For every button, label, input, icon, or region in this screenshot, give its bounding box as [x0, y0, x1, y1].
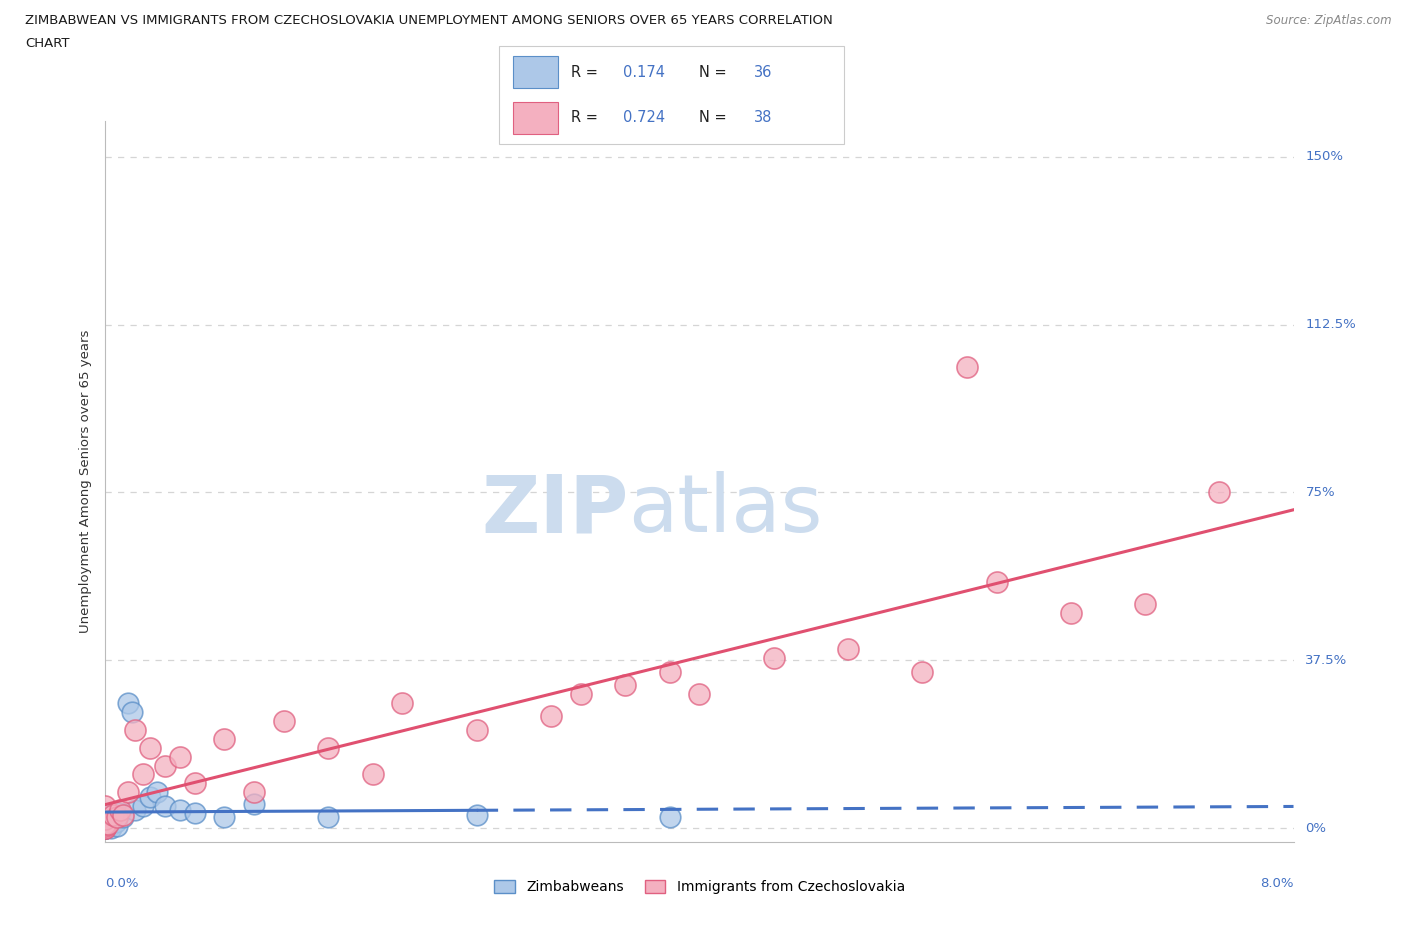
Text: 75%: 75%: [1305, 486, 1336, 499]
Legend: Zimbabweans, Immigrants from Czechoslovakia: Zimbabweans, Immigrants from Czechoslova…: [489, 874, 910, 899]
Point: [658, 664, 681, 679]
Point: [112, 807, 135, 822]
Point: [1060, 606, 1083, 621]
Text: 36: 36: [754, 65, 772, 80]
Point: [98, 818, 121, 833]
Point: [465, 723, 488, 737]
Text: 112.5%: 112.5%: [1305, 318, 1357, 331]
Point: [94, 818, 117, 833]
Point: [316, 810, 339, 825]
Text: ZIP: ZIP: [481, 472, 628, 549]
Point: [100, 821, 122, 836]
Text: 0.0%: 0.0%: [105, 878, 139, 890]
Point: [614, 678, 637, 693]
Point: [1133, 597, 1156, 612]
Text: Source: ZipAtlas.com: Source: ZipAtlas.com: [1267, 14, 1392, 27]
Text: 0%: 0%: [1305, 822, 1326, 835]
Point: [837, 642, 859, 657]
Point: [105, 810, 128, 825]
Point: [97, 817, 120, 831]
Point: [94, 812, 117, 827]
Point: [94, 821, 117, 836]
Point: [94, 821, 117, 836]
Point: [94, 812, 117, 827]
Point: [183, 776, 205, 790]
Text: R =: R =: [571, 111, 603, 126]
Point: [658, 810, 681, 825]
Point: [391, 696, 413, 711]
Point: [139, 790, 162, 804]
Point: [101, 812, 124, 827]
Point: [465, 807, 488, 822]
Point: [117, 696, 139, 711]
Point: [569, 686, 592, 701]
Point: [153, 798, 176, 813]
Point: [183, 805, 205, 820]
Point: [540, 709, 562, 724]
Point: [94, 821, 117, 836]
Point: [94, 817, 117, 831]
Text: N =: N =: [699, 65, 731, 80]
Point: [139, 740, 162, 755]
Point: [1208, 485, 1230, 500]
Point: [153, 758, 176, 773]
Point: [131, 798, 153, 813]
Point: [110, 805, 132, 820]
Point: [112, 810, 135, 825]
Point: [117, 785, 139, 800]
Text: 0.174: 0.174: [623, 65, 665, 80]
Text: 8.0%: 8.0%: [1260, 878, 1294, 890]
Point: [762, 651, 785, 666]
FancyBboxPatch shape: [513, 102, 558, 135]
Point: [214, 810, 236, 825]
Point: [94, 821, 117, 836]
Point: [689, 686, 711, 701]
Point: [94, 814, 117, 829]
Point: [105, 818, 128, 833]
Point: [169, 750, 191, 764]
Text: atlas: atlas: [628, 472, 823, 549]
Point: [169, 803, 191, 817]
Point: [94, 798, 117, 813]
Point: [101, 807, 124, 822]
Text: 150%: 150%: [1305, 151, 1343, 163]
Point: [94, 818, 117, 833]
Point: [94, 807, 117, 822]
Point: [110, 803, 132, 817]
Y-axis label: Unemployment Among Seniors over 65 years: Unemployment Among Seniors over 65 years: [79, 329, 93, 633]
Point: [146, 785, 169, 800]
Point: [243, 796, 266, 811]
Point: [94, 821, 117, 836]
Point: [94, 818, 117, 833]
Point: [124, 723, 146, 737]
Text: 0.724: 0.724: [623, 111, 665, 126]
Point: [94, 810, 117, 825]
Point: [361, 767, 384, 782]
Point: [94, 817, 117, 831]
Point: [243, 785, 266, 800]
FancyBboxPatch shape: [499, 46, 844, 144]
Point: [124, 803, 146, 817]
Point: [97, 817, 120, 831]
Text: R =: R =: [571, 65, 603, 80]
Point: [316, 740, 339, 755]
Point: [104, 814, 127, 829]
Point: [94, 821, 117, 836]
Point: [214, 731, 236, 746]
Point: [273, 713, 295, 728]
Text: 37.5%: 37.5%: [1305, 654, 1347, 667]
Text: 38: 38: [754, 111, 772, 126]
Point: [131, 767, 153, 782]
Point: [911, 664, 934, 679]
Point: [121, 704, 143, 719]
Point: [94, 812, 117, 827]
Point: [94, 817, 117, 831]
Text: ZIMBABWEAN VS IMMIGRANTS FROM CZECHOSLOVAKIA UNEMPLOYMENT AMONG SENIORS OVER 65 : ZIMBABWEAN VS IMMIGRANTS FROM CZECHOSLOV…: [25, 14, 834, 27]
Text: CHART: CHART: [25, 37, 70, 50]
Point: [986, 575, 1008, 590]
Text: N =: N =: [699, 111, 731, 126]
Point: [94, 821, 117, 836]
FancyBboxPatch shape: [513, 56, 558, 88]
Point: [956, 360, 979, 375]
